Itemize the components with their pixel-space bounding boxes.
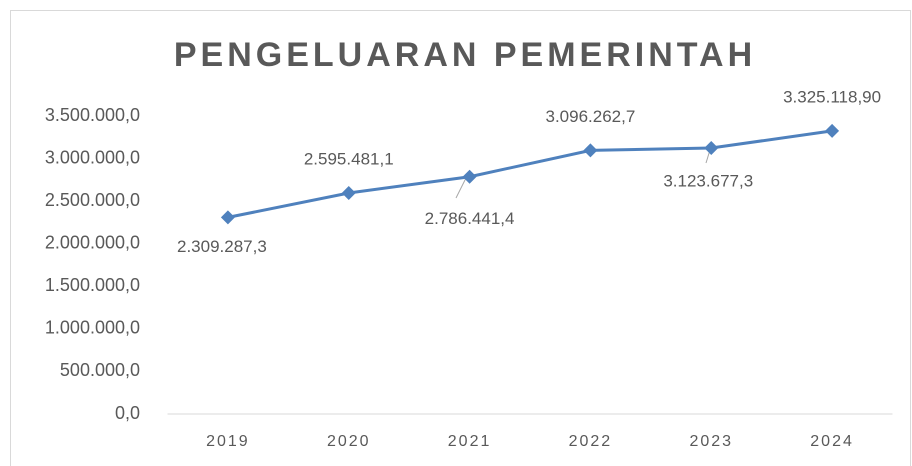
x-tick-label: 2020 [327, 433, 371, 450]
y-tick-label: 3.500.000,0 [45, 105, 140, 125]
data-line [227, 129, 833, 219]
y-tick-label: 2.000.000,0 [45, 232, 140, 252]
x-tick-label: 2022 [569, 433, 613, 450]
y-tick-label: 0,0 [115, 403, 140, 423]
y-tick-label: 1.500.000,0 [45, 275, 140, 295]
data-point [825, 123, 840, 138]
data-label: 3.325.118,90 [783, 87, 881, 106]
y-tick-label: 1.000.000,0 [45, 318, 140, 338]
y-tick-label: 500.000,0 [60, 360, 140, 380]
x-tick-label: 2021 [448, 433, 492, 450]
y-tick-label: 3.000.000,0 [45, 147, 140, 167]
data-point [341, 186, 356, 201]
x-tick-label: 2024 [810, 433, 854, 450]
data-point [704, 141, 719, 156]
data-label: 3.123.677,3 [663, 172, 753, 191]
data-point [220, 210, 235, 225]
data-label: 2.595.481,1 [304, 149, 394, 168]
data-label: 2.309.287,3 [177, 237, 267, 256]
data-label: 2.786.441,4 [425, 209, 515, 228]
data-label: 3.096.262,7 [546, 107, 636, 126]
chart-border [10, 10, 911, 466]
leader-line [455, 177, 467, 199]
y-tick-label: 2.500.000,0 [45, 190, 140, 210]
data-point [462, 169, 477, 184]
x-tick-label: 2019 [206, 433, 250, 450]
chart-title: PENGELUARAN PEMERINTAH [174, 36, 756, 74]
x-tick-label: 2023 [689, 433, 733, 450]
data-point [583, 143, 598, 158]
